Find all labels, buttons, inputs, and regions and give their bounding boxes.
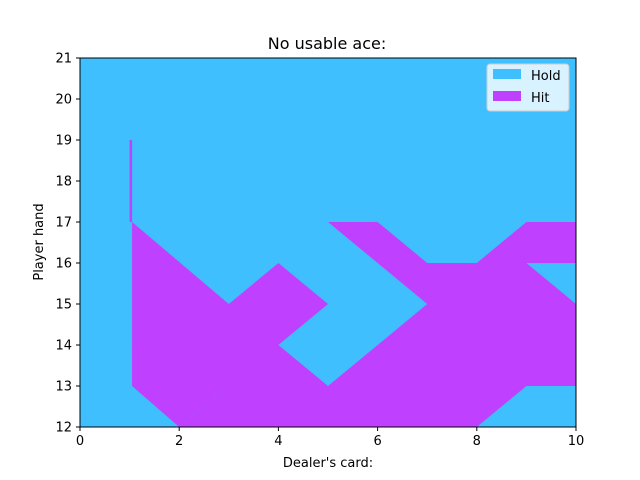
y-tick-label: 18 [55,175,72,190]
hit-region-3 [179,222,576,427]
x-tick-label: 10 [568,434,585,449]
x-axis-ticks: 0 2 4 6 8 10 [76,427,584,449]
y-tick-label: 13 [55,380,72,395]
y-tick-label: 12 [55,421,72,436]
x-tick-label: 2 [175,434,183,449]
hit-region-0 [129,140,133,222]
y-tick-label: 20 [55,93,72,108]
y-tick-label: 14 [55,339,72,354]
legend-label-hold: Hold [531,69,561,84]
hit-regions [129,140,576,427]
x-tick-label: 0 [76,434,84,449]
x-tick-label: 8 [473,434,481,449]
y-tick-label: 16 [55,257,72,272]
legend: Hold Hit [486,63,570,112]
y-tick-label: 21 [55,52,72,67]
chart-title: No usable ace: [268,34,387,53]
x-axis-label: Dealer's card: [283,456,373,471]
y-tick-label: 17 [55,216,72,231]
x-tick-label: 6 [373,434,381,449]
plot-area [79,57,577,428]
hit-region-4 [132,304,229,427]
y-axis-ticks: 12 13 14 15 16 17 18 19 20 21 [55,52,80,436]
y-tick-label: 15 [55,298,72,313]
legend-swatch-hold [493,69,521,79]
y-axis-label: Player hand [32,203,47,280]
x-tick-label: 4 [274,434,282,449]
y-tick-label: 19 [55,134,72,149]
legend-label-hit: Hit [531,91,549,106]
plot-frame [79,57,577,428]
legend-swatch-hit [493,91,521,101]
